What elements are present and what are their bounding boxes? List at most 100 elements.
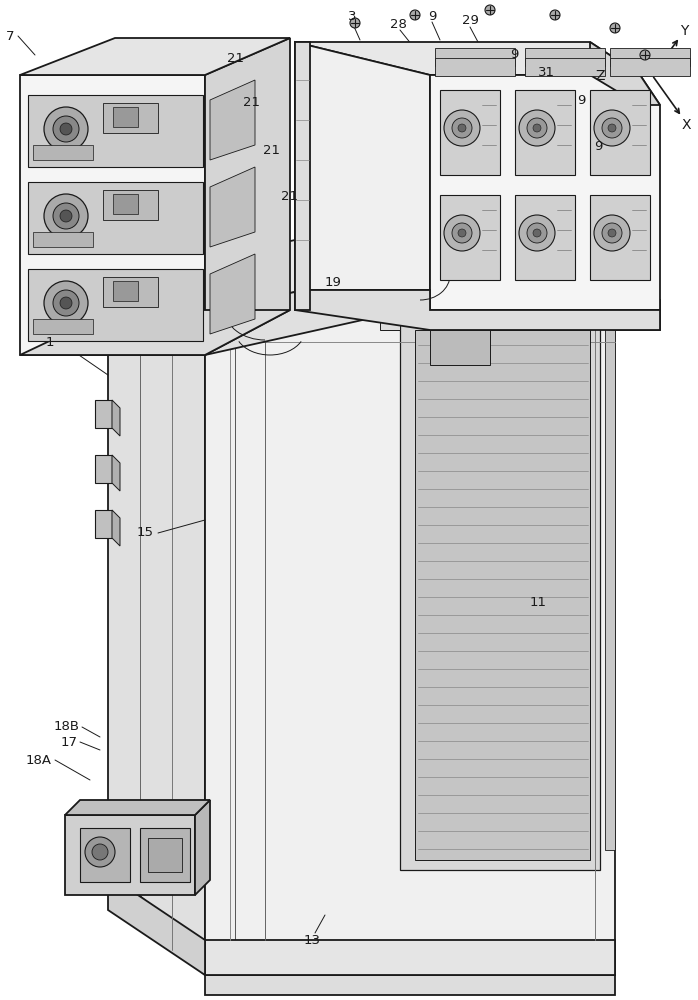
- Polygon shape: [103, 103, 158, 133]
- Text: 11: 11: [530, 596, 547, 609]
- Text: 19: 19: [325, 276, 341, 290]
- Polygon shape: [435, 48, 515, 66]
- Polygon shape: [205, 260, 615, 300]
- Polygon shape: [525, 48, 605, 66]
- Polygon shape: [95, 400, 112, 428]
- Circle shape: [594, 215, 630, 251]
- Text: 9: 9: [510, 48, 519, 62]
- Circle shape: [458, 229, 466, 237]
- Text: Y: Y: [680, 24, 688, 38]
- Polygon shape: [65, 815, 195, 895]
- Circle shape: [608, 124, 616, 132]
- Polygon shape: [113, 107, 138, 127]
- Circle shape: [92, 844, 108, 860]
- Circle shape: [60, 123, 72, 135]
- Polygon shape: [33, 145, 93, 160]
- Text: 21: 21: [226, 51, 244, 64]
- Circle shape: [44, 194, 88, 238]
- Polygon shape: [103, 277, 158, 307]
- Polygon shape: [430, 75, 660, 310]
- Circle shape: [410, 10, 420, 20]
- Polygon shape: [400, 315, 600, 870]
- Polygon shape: [20, 310, 290, 355]
- Circle shape: [519, 110, 555, 146]
- Polygon shape: [515, 90, 575, 175]
- Polygon shape: [148, 838, 182, 872]
- Polygon shape: [112, 400, 120, 436]
- Circle shape: [452, 118, 472, 138]
- Circle shape: [485, 5, 495, 15]
- Polygon shape: [295, 42, 310, 310]
- Polygon shape: [210, 167, 255, 247]
- Polygon shape: [65, 800, 210, 815]
- Circle shape: [444, 215, 480, 251]
- Text: 18B: 18B: [54, 720, 80, 734]
- Circle shape: [85, 837, 115, 867]
- Circle shape: [60, 210, 72, 222]
- Polygon shape: [430, 300, 660, 330]
- Circle shape: [602, 223, 622, 243]
- Text: 17: 17: [61, 736, 78, 748]
- Polygon shape: [113, 281, 138, 301]
- Text: 9: 9: [594, 139, 602, 152]
- Text: 1: 1: [46, 336, 54, 349]
- Polygon shape: [590, 42, 660, 105]
- Circle shape: [527, 223, 547, 243]
- Circle shape: [640, 50, 650, 60]
- Text: 21: 21: [264, 143, 281, 156]
- Polygon shape: [112, 510, 120, 546]
- Polygon shape: [295, 42, 430, 290]
- Polygon shape: [108, 875, 205, 975]
- Polygon shape: [33, 232, 93, 247]
- Circle shape: [60, 297, 72, 309]
- Polygon shape: [80, 828, 130, 882]
- Circle shape: [608, 229, 616, 237]
- Text: 28: 28: [389, 17, 406, 30]
- Polygon shape: [20, 38, 290, 75]
- Circle shape: [53, 116, 79, 142]
- Polygon shape: [108, 300, 205, 950]
- Polygon shape: [103, 190, 158, 220]
- Circle shape: [533, 229, 541, 237]
- Polygon shape: [205, 265, 430, 355]
- Circle shape: [44, 281, 88, 325]
- Circle shape: [519, 215, 555, 251]
- Circle shape: [44, 107, 88, 151]
- Polygon shape: [33, 319, 93, 334]
- Polygon shape: [205, 940, 615, 975]
- Polygon shape: [28, 269, 203, 341]
- Polygon shape: [440, 195, 500, 280]
- Polygon shape: [205, 975, 615, 995]
- Text: 9: 9: [577, 94, 586, 106]
- Polygon shape: [440, 90, 500, 175]
- Polygon shape: [380, 305, 400, 330]
- Polygon shape: [113, 194, 138, 214]
- Circle shape: [458, 124, 466, 132]
- Polygon shape: [295, 42, 640, 75]
- Polygon shape: [195, 800, 210, 895]
- Text: 3: 3: [348, 9, 356, 22]
- Circle shape: [452, 223, 472, 243]
- Polygon shape: [140, 828, 190, 882]
- Polygon shape: [28, 95, 203, 167]
- Polygon shape: [28, 182, 203, 254]
- Polygon shape: [210, 254, 255, 334]
- Polygon shape: [112, 455, 120, 491]
- Circle shape: [53, 290, 79, 316]
- Text: 21: 21: [281, 190, 297, 202]
- Text: 29: 29: [461, 13, 478, 26]
- Text: 31: 31: [538, 66, 555, 80]
- Polygon shape: [515, 195, 575, 280]
- Circle shape: [527, 118, 547, 138]
- Polygon shape: [108, 870, 615, 975]
- Polygon shape: [435, 58, 515, 76]
- Polygon shape: [590, 90, 650, 175]
- Text: 9: 9: [428, 9, 436, 22]
- Text: 13: 13: [304, 934, 320, 946]
- Circle shape: [444, 110, 480, 146]
- Polygon shape: [590, 195, 650, 280]
- Circle shape: [610, 23, 620, 33]
- Text: 18A: 18A: [26, 754, 52, 766]
- Circle shape: [550, 10, 560, 20]
- Circle shape: [602, 118, 622, 138]
